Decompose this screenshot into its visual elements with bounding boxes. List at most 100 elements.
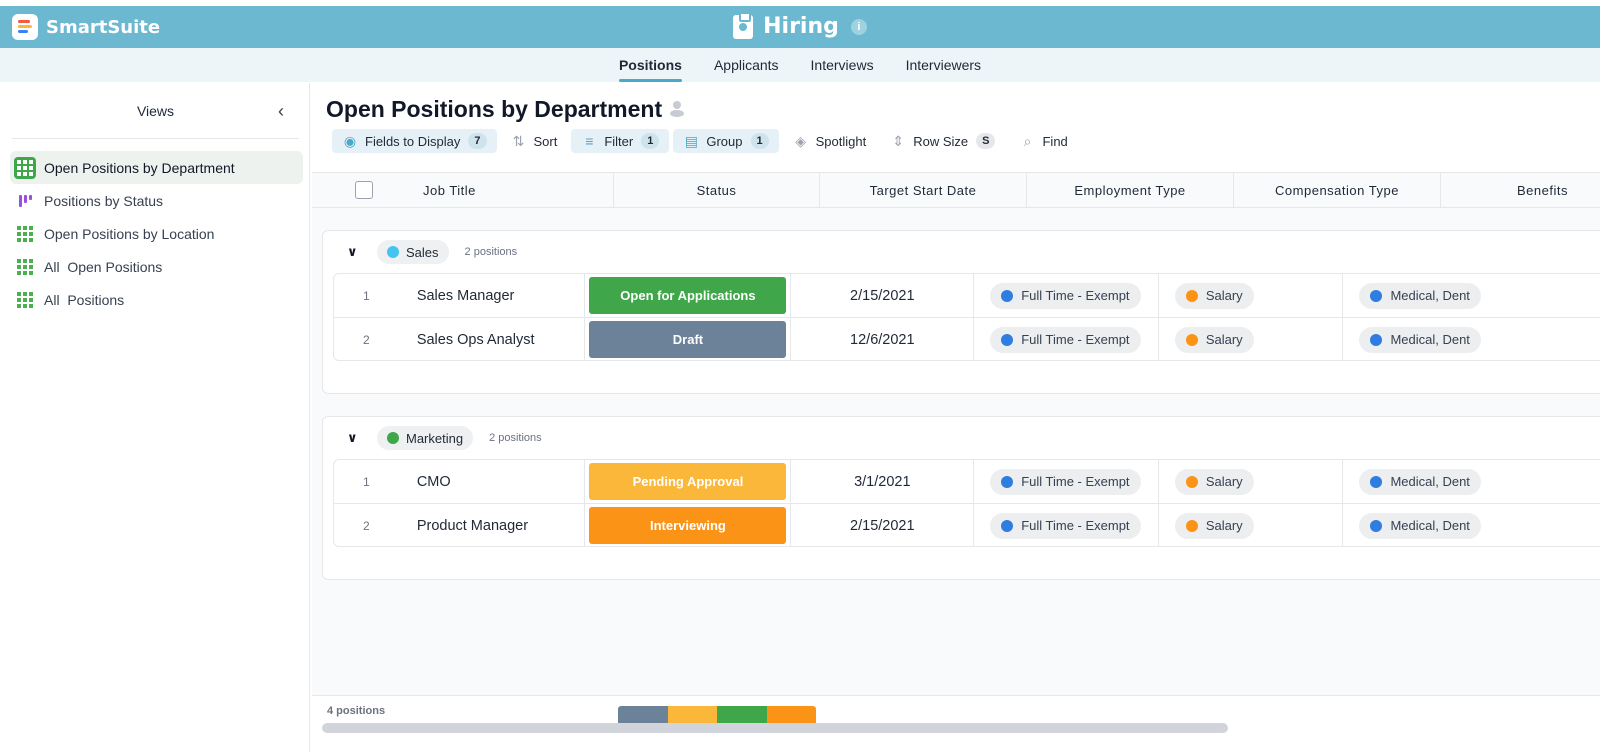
select-all-checkbox[interactable] — [355, 181, 373, 199]
view-toolbar: ◉ Fields to Display 7 ⇅ Sort ≡ Filter 1 … — [332, 129, 1078, 153]
table-row[interactable]: 2 Product Manager Interviewing 2/15/2021… — [333, 503, 1600, 547]
view-item-all-open-positions[interactable]: All Open Positions — [10, 250, 303, 283]
collapse-sidebar-icon[interactable]: ‹ — [278, 101, 284, 121]
horizontal-scrollbar[interactable] — [322, 723, 1228, 733]
status-badge: Draft — [589, 321, 787, 358]
status-summary-bar[interactable] — [618, 706, 816, 728]
job-title-cell[interactable]: CMO — [417, 460, 586, 503]
benefits-cell[interactable]: Medical, Dent — [1343, 274, 1600, 317]
record-group-sales: ∨ Sales 2 positions 1 Sales Manager Open… — [322, 230, 1600, 394]
find-button[interactable]: ⌕ Find — [1009, 129, 1077, 153]
tab-interviews[interactable]: Interviews — [810, 57, 874, 73]
row-number: 1 — [363, 474, 370, 489]
grid-view-icon — [14, 256, 36, 278]
status-summary-segment — [618, 706, 668, 728]
spotlight-button[interactable]: ◈ Spotlight — [783, 129, 877, 153]
view-item-all-positions[interactable]: All Positions — [10, 283, 303, 316]
compensation-type-tag: Salary — [1174, 282, 1254, 309]
view-item-label: Open Positions by Location — [44, 225, 215, 242]
table-tabs: Positions Applicants Interviews Intervie… — [0, 48, 1600, 82]
view-members-icon[interactable] — [668, 101, 686, 117]
compensation-type-cell[interactable]: Salary — [1159, 318, 1344, 361]
smartsuite-logo-icon — [12, 14, 38, 40]
sort-label: Sort — [533, 133, 558, 149]
group-name: Marketing — [406, 430, 464, 446]
group-button[interactable]: ▤ Group 1 — [673, 129, 779, 153]
status-summary-segment — [717, 706, 767, 728]
compensation-type-cell[interactable]: Salary — [1159, 460, 1344, 503]
row-number: 1 — [363, 288, 370, 303]
smartsuite-logo[interactable]: SmartSuite — [12, 14, 160, 40]
group-header: ∨ Sales 2 positions — [323, 231, 1600, 273]
compensation-type-tag: Salary — [1174, 512, 1254, 539]
target-start-date-cell[interactable]: 2/15/2021 — [791, 504, 975, 547]
job-title-cell[interactable]: Product Manager — [417, 504, 586, 547]
column-status[interactable]: Status — [614, 173, 820, 207]
target-start-date-cell[interactable]: 2/15/2021 — [791, 274, 975, 317]
view-item-label: All Positions — [44, 291, 125, 308]
column-compensation-type[interactable]: Compensation Type — [1234, 173, 1441, 207]
view-item-open-positions-by-department[interactable]: Open Positions by Department — [10, 151, 303, 184]
views-title: Views — [136, 102, 175, 119]
kanban-view-icon — [14, 190, 36, 212]
benefits-cell[interactable]: Medical, Dent — [1343, 460, 1600, 503]
status-badge: Open for Applications — [589, 277, 787, 314]
tab-positions[interactable]: Positions — [603, 48, 698, 82]
benefits-cell[interactable]: Medical, Dent — [1343, 318, 1600, 361]
table-row[interactable]: 2 Sales Ops Analyst Draft 12/6/2021 Full… — [333, 317, 1600, 361]
compensation-type-cell[interactable]: Salary — [1159, 274, 1344, 317]
group-name: Sales — [406, 244, 439, 260]
benefits-tag: Medical, Dent — [1359, 512, 1481, 539]
table-row[interactable]: 1 CMO Pending Approval 3/1/2021 Full Tim… — [333, 459, 1600, 503]
info-icon[interactable]: i — [850, 18, 867, 35]
column-target-start-date[interactable]: Target Start Date — [820, 173, 1027, 207]
eye-icon: ◉ — [343, 132, 357, 149]
filter-button[interactable]: ≡ Filter 1 — [571, 129, 670, 153]
group-count: 2 positions — [464, 246, 518, 258]
benefits-cell[interactable]: Medical, Dent — [1343, 504, 1600, 547]
row-number: 2 — [363, 518, 370, 533]
row-size-button[interactable]: ⇕ Row Size S — [880, 129, 1005, 153]
solution-name: Hiring — [763, 14, 839, 39]
view-item-positions-by-status[interactable]: Positions by Status — [10, 184, 303, 217]
column-job-title[interactable]: Job Title — [312, 173, 614, 207]
chevron-down-icon[interactable]: ∨ — [347, 244, 358, 259]
view-item-label: All Open Positions — [44, 258, 163, 275]
spotlight-label: Spotlight — [815, 133, 867, 149]
table-row[interactable]: 1 Sales Manager Open for Applications 2/… — [333, 273, 1600, 317]
employment-type-tag: Full Time - Exempt — [990, 326, 1141, 353]
employment-type-tag: Full Time - Exempt — [990, 468, 1141, 495]
compensation-type-cell[interactable]: Salary — [1159, 504, 1344, 547]
sort-icon: ⇅ — [512, 132, 525, 149]
clipboard-icon — [733, 11, 754, 39]
employment-type-cell[interactable]: Full Time - Exempt — [974, 318, 1159, 361]
chevron-down-icon[interactable]: ∨ — [347, 430, 358, 445]
target-start-date-cell[interactable]: 3/1/2021 — [791, 460, 975, 503]
view-item-open-positions-by-location[interactable]: Open Positions by Location — [10, 217, 303, 250]
view-footer: 4 positions — [312, 695, 1600, 752]
fields-to-display-button[interactable]: ◉ Fields to Display 7 — [332, 129, 497, 153]
views-header: Views ‹ — [12, 83, 299, 139]
column-employment-type[interactable]: Employment Type — [1027, 173, 1234, 207]
status-cell[interactable]: Interviewing — [585, 504, 792, 547]
job-title-cell[interactable]: Sales Manager — [417, 274, 586, 317]
compensation-type-tag: Salary — [1174, 326, 1254, 353]
group-color-dot — [387, 432, 399, 444]
fields-label: Fields to Display — [365, 133, 461, 149]
status-badge: Interviewing — [589, 507, 787, 544]
status-cell[interactable]: Draft — [585, 318, 792, 361]
status-cell[interactable]: Pending Approval — [585, 460, 792, 503]
employment-type-cell[interactable]: Full Time - Exempt — [974, 274, 1159, 317]
views-sidebar: Views ‹ Open Positions by Department Pos… — [2, 83, 310, 752]
compensation-type-tag: Salary — [1174, 468, 1254, 495]
status-cell[interactable]: Open for Applications — [585, 274, 792, 317]
group-label-pill: Marketing — [377, 426, 474, 450]
tab-applicants[interactable]: Applicants — [713, 57, 779, 73]
employment-type-cell[interactable]: Full Time - Exempt — [974, 504, 1159, 547]
target-start-date-cell[interactable]: 12/6/2021 — [791, 318, 975, 361]
job-title-cell[interactable]: Sales Ops Analyst — [417, 318, 586, 361]
employment-type-cell[interactable]: Full Time - Exempt — [974, 460, 1159, 503]
tab-interviewers[interactable]: Interviewers — [905, 57, 982, 73]
column-benefits[interactable]: Benefits — [1517, 182, 1568, 198]
sort-button[interactable]: ⇅ Sort — [501, 129, 568, 153]
